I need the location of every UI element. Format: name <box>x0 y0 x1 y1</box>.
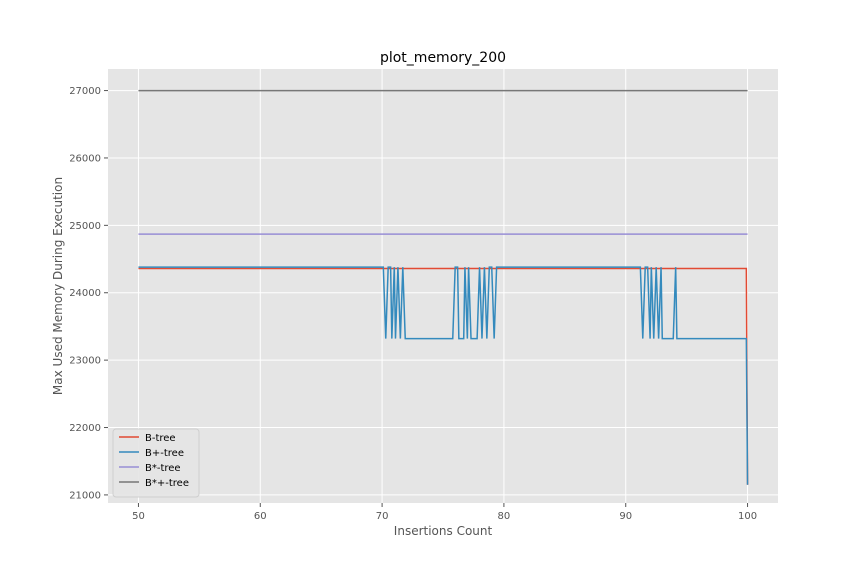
series-line-2 <box>138 266 749 485</box>
y-tick-label: 22000 <box>69 423 101 434</box>
x-tick-label: 70 <box>376 511 389 522</box>
x-axis-label: Insertions Count <box>394 524 493 538</box>
x-tick-label: 90 <box>619 511 632 522</box>
y-tick-label: 23000 <box>69 356 101 367</box>
legend-entry-3: B*-tree <box>145 463 181 474</box>
legend-entry-4: B*+-tree <box>145 478 189 489</box>
y-axis-label: Max Used Memory During Execution <box>51 177 65 395</box>
y-tick-label: 21000 <box>69 490 101 501</box>
legend: B-tree B+-tree B*-tree B*+-tree <box>112 428 200 498</box>
series-group <box>138 89 749 485</box>
tick-labels: 50 60 70 80 90 100 21000 22000 23000 24000 25000 26… <box>69 86 757 522</box>
y-tick-label: 24000 <box>69 288 101 299</box>
legend-entry-1: B-tree <box>145 433 176 444</box>
y-tick-label: 25000 <box>69 221 101 232</box>
x-tick-label: 80 <box>498 511 511 522</box>
x-tick-label: 50 <box>132 511 145 522</box>
x-tick-label: 60 <box>254 511 267 522</box>
legend-box <box>112 428 200 498</box>
y-tick-label: 26000 <box>69 153 101 164</box>
y-tick-label: 27000 <box>69 86 101 97</box>
plot-background <box>108 69 778 503</box>
legend-entry-2: B+-tree <box>145 448 184 459</box>
x-tick-label: 100 <box>738 511 757 522</box>
chart-title: plot_memory_200 <box>380 50 506 66</box>
